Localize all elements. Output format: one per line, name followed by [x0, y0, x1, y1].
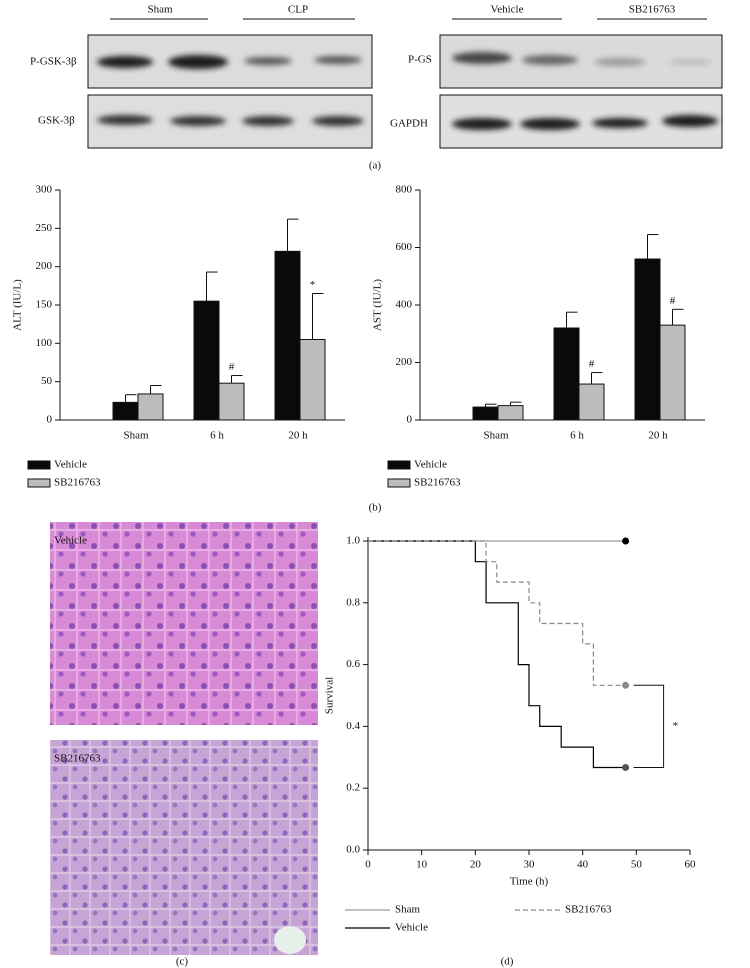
- x-tick-label: 6 h: [210, 430, 224, 442]
- panel-label: (c): [176, 956, 189, 968]
- y-tick-label: 0.4: [346, 720, 360, 732]
- blot-row-label: P-GSK-3β: [30, 56, 77, 68]
- y-tick-label: 50: [41, 375, 53, 387]
- blot-row-label: GAPDH: [390, 118, 428, 130]
- y-tick-label: 200: [36, 260, 53, 272]
- blot-image: [439, 94, 723, 149]
- bar: [218, 382, 245, 421]
- legend-swatch: [27, 478, 51, 488]
- y-tick-label: 200: [396, 356, 413, 368]
- histology-label: Vehicle: [54, 535, 87, 547]
- x-axis-label: Time (h): [510, 876, 549, 888]
- panel-label: (d): [501, 956, 514, 968]
- significance-mark: #: [229, 361, 235, 373]
- histology-image: [50, 740, 318, 955]
- bar: [193, 300, 220, 421]
- bar: [472, 406, 499, 421]
- y-tick-label: 300: [36, 184, 53, 196]
- y-tick-label: 0.0: [346, 844, 360, 856]
- legend-label: Vehicle: [54, 459, 87, 471]
- y-tick-label: 0: [47, 414, 53, 426]
- bar: [274, 250, 301, 421]
- legend-swatch: [387, 460, 411, 470]
- legend-swatch: [27, 460, 51, 470]
- bar: [553, 327, 580, 421]
- x-tick-label: 50: [631, 859, 643, 871]
- panel-label: (a): [369, 160, 382, 172]
- legend-label: Vehicle: [414, 459, 447, 471]
- histology-label: SB216763: [54, 753, 101, 765]
- bar: [497, 405, 524, 421]
- blot-group: Sham: [147, 4, 173, 16]
- survival-curve: [368, 540, 626, 686]
- blot-row-label: P-GS: [408, 54, 432, 66]
- y-tick-label: 250: [36, 222, 53, 234]
- end-marker: [622, 763, 630, 771]
- panel-label: (b): [369, 502, 382, 514]
- x-tick-label: 20 h: [288, 430, 308, 442]
- x-tick-label: 40: [577, 859, 589, 871]
- survival-curve: [368, 540, 626, 769]
- y-tick-label: 800: [396, 184, 413, 196]
- significance-mark: #: [670, 295, 676, 307]
- bar: [299, 339, 326, 421]
- x-tick-label: 6 h: [570, 430, 584, 442]
- significance-bracket: [633, 684, 665, 768]
- legend-label: Sham: [395, 904, 421, 916]
- y-axis-label: AST (IU/L): [372, 279, 384, 331]
- blot-image: [439, 34, 723, 89]
- y-tick-label: 0: [407, 414, 413, 426]
- x-tick-label: 30: [524, 859, 536, 871]
- x-tick-label: 20: [470, 859, 482, 871]
- y-tick-label: 1.0: [346, 535, 360, 547]
- significance-mark: #: [589, 358, 595, 370]
- x-tick-label: 20 h: [648, 430, 668, 442]
- blot-image: [87, 34, 373, 89]
- legend-label: SB216763: [414, 477, 461, 489]
- legend-label: SB216763: [565, 904, 612, 916]
- blot-row-label: GSK-3β: [38, 115, 75, 127]
- blot-group: Vehicle: [491, 4, 524, 16]
- x-tick-label: 60: [685, 859, 697, 871]
- legend-label: Vehicle: [395, 922, 428, 934]
- y-tick-label: 400: [396, 299, 413, 311]
- significance-mark: *: [310, 279, 316, 291]
- end-marker: [622, 681, 630, 689]
- x-tick-label: 10: [416, 859, 428, 871]
- bar: [112, 401, 139, 421]
- y-tick-label: 0.6: [346, 658, 360, 670]
- end-marker: [622, 537, 630, 545]
- y-axis-label: Survival: [324, 677, 336, 714]
- y-tick-label: 150: [36, 299, 53, 311]
- x-tick-label: 0: [365, 859, 371, 871]
- bar: [137, 393, 164, 421]
- legend-swatch: [387, 478, 411, 488]
- x-tick-label: Sham: [123, 430, 149, 442]
- bar: [659, 324, 686, 421]
- y-tick-label: 100: [36, 337, 53, 349]
- histology-vessel: [274, 926, 306, 954]
- legend-label: SB216763: [54, 477, 101, 489]
- y-tick-label: 600: [396, 241, 413, 253]
- x-tick-label: Sham: [483, 430, 509, 442]
- bar: [634, 258, 661, 421]
- y-tick-label: 0.8: [346, 596, 360, 608]
- y-axis-label: ALT (IU/L): [12, 279, 24, 331]
- blot-group: CLP: [288, 4, 308, 16]
- significance-mark: *: [673, 720, 679, 732]
- histology-image: [50, 522, 318, 725]
- bar: [578, 383, 605, 421]
- blot-image: [87, 94, 373, 149]
- y-tick-label: 0.2: [346, 782, 360, 794]
- blot-group: SB216763: [629, 4, 676, 16]
